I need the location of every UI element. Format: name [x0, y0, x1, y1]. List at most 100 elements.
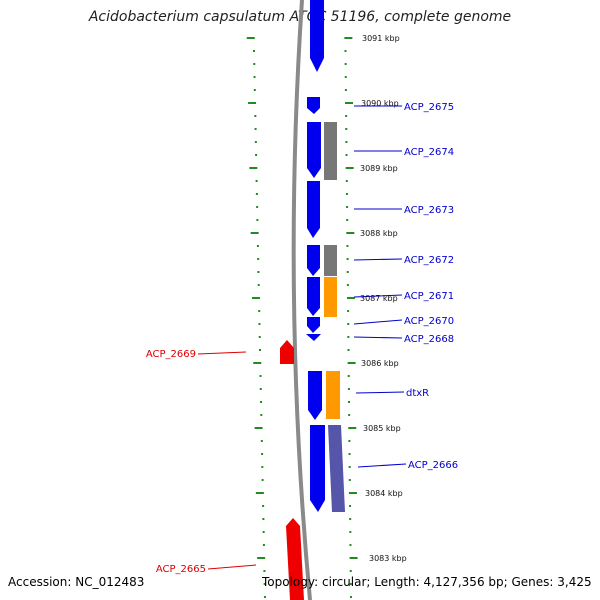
major-tick: [257, 557, 266, 559]
gene-label-acp2665[interactable]: ACP_2665: [156, 564, 206, 575]
feature-orange-acp2671[interactable]: [324, 277, 337, 317]
minor-tick: [258, 310, 261, 312]
kbp-label: 3084 kbp: [365, 489, 403, 498]
minor-tick: [253, 76, 256, 78]
minor-tick: [344, 76, 347, 78]
feature-purple-acp2666[interactable]: [328, 425, 345, 512]
minor-tick: [257, 258, 260, 260]
major-tick: [347, 362, 356, 364]
minor-tick: [258, 323, 261, 325]
leader-dtxr: [355, 391, 405, 394]
gene-label-acp2674[interactable]: ACP_2674: [404, 147, 454, 158]
kbp-label: 3090 kbp: [361, 99, 399, 108]
major-tick: [246, 37, 255, 39]
minor-tick: [347, 336, 350, 338]
leader-acp2672: [353, 258, 403, 261]
minor-tick: [347, 375, 350, 377]
gene-arrow-acp2672[interactable]: [307, 245, 320, 276]
gene-label-acp2670[interactable]: ACP_2670: [404, 316, 454, 327]
minor-tick: [349, 505, 352, 507]
kbp-label: 3088 kbp: [360, 229, 398, 238]
minor-tick: [349, 583, 352, 585]
minor-tick: [258, 336, 261, 338]
minor-tick: [346, 245, 349, 247]
minor-tick: [262, 531, 265, 533]
gene-arrow-acp2674[interactable]: [307, 122, 321, 178]
gene-label-dtxr[interactable]: dtxR: [406, 388, 429, 399]
minor-tick: [349, 544, 352, 546]
gene-arrow-acp2668[interactable]: [306, 334, 321, 341]
minor-tick: [262, 505, 265, 507]
minor-tick: [349, 531, 352, 533]
minor-tick: [260, 414, 263, 416]
gene-arrow-acp2670[interactable]: [307, 317, 320, 333]
gene-label-acp2671[interactable]: ACP_2671: [404, 291, 454, 302]
minor-tick: [256, 219, 259, 221]
gene-label-acp2668[interactable]: ACP_2668: [404, 334, 454, 345]
minor-tick: [347, 310, 350, 312]
minor-tick: [256, 245, 259, 247]
minor-tick: [344, 89, 347, 91]
major-tick: [344, 37, 353, 39]
minor-tick: [346, 219, 349, 221]
minor-tick: [349, 596, 352, 598]
major-tick: [348, 427, 357, 429]
major-tick: [248, 102, 257, 104]
feature-gray-acp2674[interactable]: [324, 122, 337, 180]
minor-tick: [260, 440, 263, 442]
gene-label-acp2666[interactable]: ACP_2666: [408, 460, 458, 471]
minor-tick: [349, 518, 352, 520]
gene-arrow-top[interactable]: [310, 0, 324, 72]
major-tick: [345, 102, 354, 104]
leader-acp2670: [353, 319, 403, 325]
gene-arrow-dtxr[interactable]: [308, 371, 322, 420]
minor-tick: [345, 141, 348, 143]
minor-tick: [348, 479, 351, 481]
gene-arrow-acp2671[interactable]: [307, 277, 320, 316]
kbp-label: 3089 kbp: [360, 164, 398, 173]
gene-arrow-acp2665[interactable]: [286, 518, 304, 600]
gene-arrow-acp2666[interactable]: [310, 425, 325, 512]
feature-orange-dtxr[interactable]: [326, 371, 340, 419]
minor-tick: [344, 63, 347, 65]
accession-text: Accession: NC_012483: [8, 575, 145, 589]
minor-tick: [346, 206, 349, 208]
minor-tick: [261, 466, 264, 468]
minor-tick: [263, 596, 266, 598]
minor-tick: [347, 323, 350, 325]
minor-tick: [261, 453, 264, 455]
minor-tick: [348, 414, 351, 416]
gene-label-acp2675[interactable]: ACP_2675: [404, 102, 454, 113]
kbp-label: 3083 kbp: [369, 554, 407, 563]
feature-gray-acp2672[interactable]: [324, 245, 337, 276]
gene-label-acp2673[interactable]: ACP_2673: [404, 205, 454, 216]
minor-tick: [254, 141, 257, 143]
minor-tick: [348, 453, 351, 455]
leader-acp2671: [353, 294, 403, 298]
kbp-label-group: 3091 kbp 3090 kbp 3089 kbp 3088 kbp 3087…: [360, 34, 407, 563]
gene-arrow-acp2669[interactable]: [280, 340, 294, 364]
leader-acp2666: [357, 463, 407, 468]
minor-tick: [345, 180, 348, 182]
minor-tick: [346, 284, 349, 286]
minor-tick: [261, 479, 264, 481]
minor-tick: [260, 401, 263, 403]
gene-label-acp2672[interactable]: ACP_2672: [404, 255, 454, 266]
gene-arrow-acp2675[interactable]: [307, 97, 320, 114]
gene-arrow-acp2673[interactable]: [307, 181, 320, 238]
minor-tick: [254, 128, 257, 130]
left-tick-scale: [246, 37, 266, 598]
minor-tick: [346, 258, 349, 260]
minor-tick: [253, 63, 256, 65]
minor-tick: [347, 349, 350, 351]
right-tick-scale: [344, 37, 358, 598]
major-tick: [349, 557, 358, 559]
leader-acp2668: [353, 336, 403, 339]
minor-tick: [259, 388, 262, 390]
major-tick: [250, 232, 259, 234]
major-tick: [345, 167, 354, 169]
gene-label-acp2669[interactable]: ACP_2669: [146, 349, 196, 360]
major-tick: [253, 362, 262, 364]
major-tick: [249, 167, 258, 169]
